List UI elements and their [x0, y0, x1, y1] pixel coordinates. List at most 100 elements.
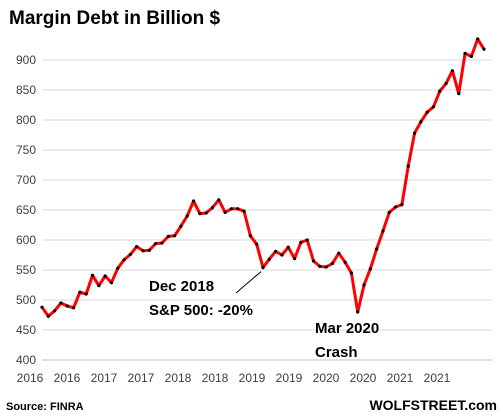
- data-point: [242, 209, 246, 213]
- data-point: [255, 242, 259, 246]
- data-point: [425, 110, 429, 114]
- data-point: [78, 290, 82, 294]
- x-tick-label: 2017: [91, 371, 118, 385]
- annotation-dec-2018-line2: S&P 500: -20%: [149, 302, 253, 319]
- data-point: [97, 284, 101, 288]
- brand-label: WOLFSTREET.com: [369, 397, 497, 413]
- data-point: [122, 258, 126, 262]
- y-tick-label: 700: [16, 173, 36, 187]
- data-point: [349, 271, 353, 275]
- data-point: [116, 266, 120, 270]
- data-point: [236, 207, 240, 211]
- data-point: [381, 229, 385, 233]
- data-points: [40, 37, 486, 318]
- data-point: [179, 224, 183, 228]
- y-tick-label: 600: [16, 233, 36, 247]
- data-point: [160, 241, 164, 245]
- data-point: [311, 259, 316, 263]
- x-tick-label: 2019: [239, 371, 266, 385]
- data-point: [305, 238, 309, 242]
- series-line: [40, 37, 486, 318]
- data-point: [394, 205, 398, 209]
- data-point: [109, 281, 114, 285]
- x-tick-label: 2021: [424, 371, 451, 385]
- data-point: [173, 234, 177, 238]
- annotation-dec-2018: Dec 2018 S&P 500: -20%: [149, 278, 253, 319]
- data-point: [324, 265, 328, 269]
- source-label: Source: FINRA: [6, 401, 84, 413]
- data-point: [40, 305, 44, 309]
- y-tick-label: 500: [16, 293, 36, 307]
- annotation-dec-2018-line1: Dec 2018: [149, 278, 214, 295]
- data-point: [368, 267, 372, 271]
- data-point: [286, 245, 290, 249]
- data-point: [210, 206, 215, 210]
- data-point: [444, 81, 448, 85]
- x-tick-label: 2016: [54, 371, 81, 385]
- data-point: [65, 304, 69, 308]
- data-point: [463, 51, 467, 56]
- data-point: [438, 89, 442, 93]
- data-point: [387, 210, 391, 214]
- data-point: [356, 310, 360, 314]
- x-tick-label: 2018: [202, 371, 229, 385]
- data-point: [198, 212, 202, 216]
- data-point: [141, 249, 145, 253]
- y-tick-label: 400: [16, 353, 36, 367]
- data-point: [318, 264, 322, 268]
- data-point: [400, 203, 404, 207]
- data-point: [53, 309, 57, 313]
- data-point: [267, 257, 271, 261]
- y-tick-label: 900: [16, 53, 36, 67]
- x-tick-label: 2018: [165, 371, 192, 385]
- data-point: [217, 198, 221, 202]
- y-tick-label: 550: [16, 263, 36, 277]
- data-point: [135, 245, 139, 249]
- data-point: [375, 247, 379, 251]
- data-point: [191, 199, 196, 203]
- data-point: [476, 37, 480, 41]
- data-point: [204, 211, 208, 215]
- data-point: [280, 253, 284, 257]
- data-point: [223, 210, 227, 214]
- data-point: [406, 164, 410, 168]
- x-tick-label: 2020: [313, 371, 340, 385]
- data-point: [248, 234, 252, 238]
- x-tick-labels: 2016 2016 2017 2017 2018 2018 2019 2019 2020 2020…: [17, 371, 451, 385]
- data-point: [103, 274, 107, 278]
- annotation-mar-2020-line1: Mar 2020: [315, 320, 379, 337]
- data-point: [261, 266, 265, 270]
- x-tick-label: 2020: [350, 371, 377, 385]
- x-tick-label: 2019: [276, 371, 303, 385]
- data-point: [482, 47, 486, 51]
- y-tick-label: 750: [16, 143, 36, 157]
- data-point: [450, 69, 455, 73]
- y-tick-label: 650: [16, 203, 36, 217]
- y-tick-label: 800: [16, 113, 36, 127]
- data-point: [71, 306, 76, 310]
- y-tick-label: 450: [16, 323, 36, 337]
- data-point: [154, 242, 158, 246]
- data-point: [147, 248, 151, 252]
- x-tick-label: 2021: [387, 371, 414, 385]
- data-point: [84, 292, 88, 296]
- data-point: [46, 314, 50, 318]
- annotation-mar-2020: Mar 2020 Crash: [315, 320, 379, 361]
- data-point: [59, 301, 63, 305]
- data-point: [90, 273, 95, 277]
- data-point: [469, 54, 473, 59]
- data-point: [292, 257, 297, 261]
- y-tick-labels: 400 450 500 550 600 650 700 750 800 850 900: [16, 53, 36, 367]
- chart-title: Margin Debt in Billion $: [9, 8, 221, 29]
- data-point: [128, 252, 132, 256]
- x-tick-label: 2016: [17, 371, 44, 385]
- data-point: [229, 207, 234, 211]
- data-point: [330, 261, 335, 265]
- data-point: [431, 105, 436, 109]
- annotation-leader-line: [235, 271, 262, 294]
- data-point: [274, 249, 278, 253]
- data-point: [185, 214, 189, 218]
- y-tick-label: 850: [16, 83, 36, 97]
- data-point: [412, 131, 417, 135]
- annotation-mar-2020-line2: Crash: [315, 344, 358, 361]
